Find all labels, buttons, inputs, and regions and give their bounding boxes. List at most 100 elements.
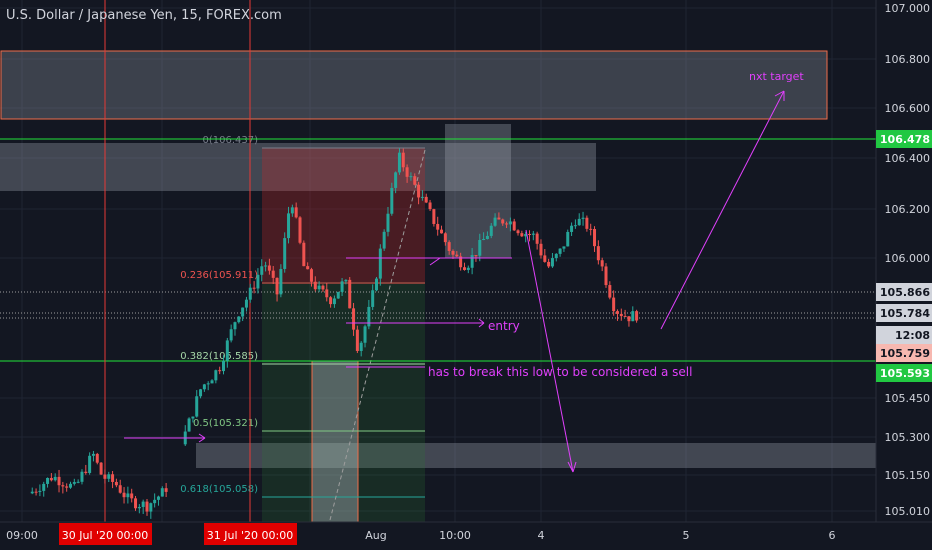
candle-body: [99, 462, 103, 475]
candle-body: [317, 285, 321, 290]
price-marker-label: 105.593: [880, 367, 930, 380]
y-tick-label: 106.600: [885, 102, 931, 115]
candle-body: [451, 250, 455, 255]
fib-trendline: [329, 149, 426, 521]
candle-body: [539, 243, 543, 256]
annotation-entry: entry: [488, 319, 520, 333]
candle-body: [118, 485, 122, 493]
arrow-head: [478, 322, 485, 328]
candle-body: [570, 225, 574, 232]
candle-body: [501, 219, 505, 224]
candle-body: [46, 477, 50, 484]
candle-body: [589, 228, 593, 230]
candle-body: [596, 246, 600, 261]
candle-body: [394, 172, 398, 188]
candle-body: [137, 506, 141, 509]
candle-body: [485, 235, 489, 240]
candle-body: [145, 501, 149, 512]
price-marker-label: 12:08: [895, 329, 930, 342]
candle-body: [244, 299, 248, 308]
candle-body: [615, 311, 619, 314]
y-tick-label: 105.450: [885, 392, 931, 405]
candle-body: [134, 498, 138, 509]
candle-body: [593, 229, 597, 247]
candle-body: [218, 370, 222, 372]
candle-body: [306, 266, 310, 270]
y-tick-label: 107.000: [885, 2, 931, 15]
y-tick-label: 106.800: [885, 53, 931, 66]
candle-body: [348, 279, 352, 309]
candle-body: [210, 380, 214, 384]
candle-body: [160, 488, 164, 497]
candle-body: [199, 389, 203, 397]
arrow-head: [774, 90, 785, 97]
candle-body: [443, 233, 447, 243]
y-tick-label: 105.300: [885, 431, 931, 444]
candle-body: [30, 491, 34, 494]
candle-body: [612, 297, 616, 312]
candle-body: [76, 481, 80, 483]
candle-body: [524, 233, 528, 237]
curve-arrow: [429, 257, 441, 266]
candle-body: [631, 311, 635, 322]
arrow-head: [478, 318, 485, 324]
candle-body: [95, 453, 99, 463]
candle-body: [222, 360, 225, 372]
price-marker-label: 105.759: [880, 347, 930, 360]
candle-body: [497, 217, 501, 220]
price-marker: [876, 344, 932, 362]
candle-body: [371, 290, 375, 307]
candle-body: [554, 253, 558, 259]
candle-body: [359, 342, 363, 351]
fib-label: 0.5(105.321): [193, 418, 258, 429]
candle-body: [462, 267, 466, 270]
candle-body: [72, 482, 76, 484]
candle-body: [397, 152, 401, 173]
candle-body: [600, 260, 604, 267]
candle-body: [627, 316, 631, 322]
price-marker-label: 106.478: [880, 133, 930, 146]
x-tick-label: Aug: [365, 529, 386, 542]
candle-body: [91, 453, 95, 456]
candle-body: [577, 218, 581, 226]
candle-body: [367, 306, 371, 327]
lower-zone: [196, 443, 876, 468]
candle-body: [573, 225, 577, 227]
candle-body: [271, 270, 275, 278]
chart-title: U.S. Dollar / Japanese Yen, 15, FOREX.co…: [6, 8, 282, 23]
arrow-head: [198, 437, 206, 443]
candle-body: [420, 196, 424, 198]
candle-body: [505, 223, 509, 225]
candle-body: [65, 486, 69, 488]
upper-zone: [0, 143, 596, 191]
candle-body: [413, 176, 417, 185]
candle-body: [229, 329, 233, 341]
candle-body: [294, 207, 298, 218]
candle-body: [237, 316, 241, 323]
candle-body: [535, 233, 539, 244]
candle-body: [283, 238, 287, 269]
candle-body: [309, 269, 313, 282]
price-marker: [876, 130, 932, 148]
candle-body: [378, 248, 382, 279]
candle-body: [432, 209, 436, 224]
fib-label: 0.382(105.585): [180, 351, 258, 362]
y-tick-label: 106.400: [885, 152, 931, 165]
candle-body: [401, 152, 405, 168]
candle-body: [53, 476, 57, 481]
x-axis-panel: [0, 522, 932, 550]
candle-body: [156, 496, 160, 500]
x-tick-label: 4: [538, 529, 545, 542]
price-marker: [876, 283, 932, 301]
candle-body: [619, 313, 623, 317]
candle-body: [38, 490, 42, 492]
candle-body: [329, 297, 333, 305]
candle-body: [508, 221, 512, 225]
arrow-head: [572, 461, 577, 473]
candle-body: [321, 285, 325, 290]
candle-body: [332, 298, 336, 305]
candle-body: [470, 255, 474, 268]
session-date-marker: [204, 523, 297, 545]
